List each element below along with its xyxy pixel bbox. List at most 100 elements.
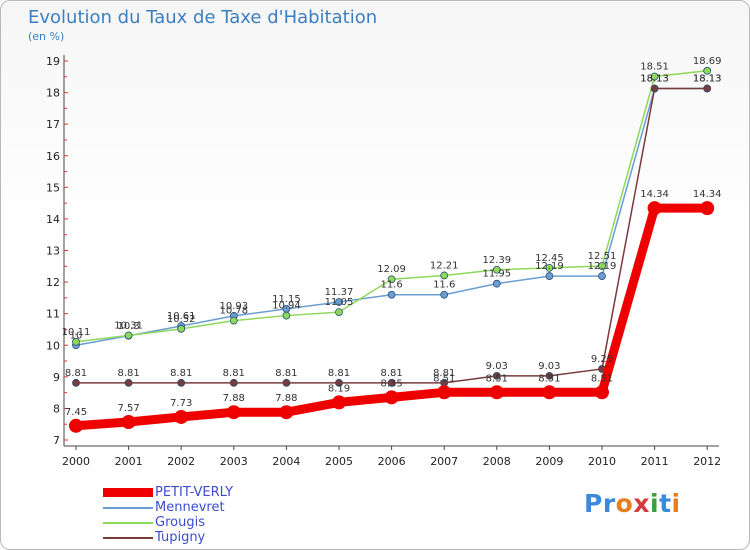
data-point-petit-verly — [595, 385, 609, 400]
data-label-grougis: 10.78 — [219, 306, 248, 317]
x-tick-label: 2001 — [115, 455, 143, 468]
y-tick-label: 16 — [46, 150, 60, 163]
data-label-mennevret: 12.19 — [535, 261, 564, 272]
data-label-petit-verly: 8.19 — [328, 383, 350, 394]
logo-letter: i — [650, 489, 660, 518]
y-tick-label: 19 — [46, 55, 60, 68]
legend-swatch-mennevret — [103, 506, 153, 509]
data-label-petit-verly: 7.45 — [65, 407, 87, 418]
legend-item-grougis: Grougis — [103, 515, 233, 530]
data-label-petit-verly: 7.73 — [170, 398, 192, 409]
data-labels-layer: 10 10.3 10.61 10.93 11.15 11.37 11.6 11.6 11.95 1… — [62, 56, 722, 418]
data-point-tupigny — [387, 378, 396, 387]
data-point-tupigny — [703, 84, 712, 93]
data-point-grougis — [282, 311, 291, 320]
series-tupigny — [72, 84, 712, 387]
data-point-grougis — [598, 262, 606, 270]
data-label-mennevret: 10.61 — [167, 311, 196, 322]
data-label-mennevret: 18.13 — [693, 73, 722, 84]
data-label-mennevret: 11.37 — [325, 287, 354, 298]
series-line-tupigny — [76, 87, 708, 384]
data-label-grougis: 10.52 — [167, 314, 196, 325]
y-tick-label: 9 — [53, 371, 60, 384]
y-tick-label: 7 — [53, 434, 60, 447]
data-label-grougis: 18.51 — [640, 61, 669, 72]
data-label-tupigny: 8.81 — [328, 368, 350, 379]
data-point-grougis — [650, 72, 659, 81]
y-tick-label: 10 — [46, 339, 60, 352]
x-tick-label: 2010 — [588, 455, 616, 468]
data-label-tupigny: 8.81 — [170, 368, 192, 379]
data-label-petit-verly: 7.57 — [117, 403, 139, 414]
y-tick-label: 17 — [46, 118, 60, 131]
data-point-tupigny — [124, 378, 133, 387]
data-label-grougis: 11.05 — [325, 297, 354, 308]
y-tick-label: 12 — [46, 276, 60, 289]
data-label-grougis: 12.45 — [535, 253, 564, 264]
x-tick-label: 2002 — [167, 455, 195, 468]
logo-letter: x — [633, 489, 650, 518]
data-point-tupigny — [492, 371, 501, 380]
data-label-grougis: 10.94 — [272, 301, 301, 312]
data-label-mennevret: 10.93 — [219, 301, 248, 312]
series-grougis — [72, 66, 712, 346]
data-point-grougis — [492, 265, 501, 274]
chart-title: Evolution du Taux de Taxe d'Habitation — [28, 7, 378, 28]
data-point-petit-verly — [226, 405, 241, 420]
legend-item-tupigny: Tupigny — [103, 530, 233, 545]
data-point-tupigny — [335, 378, 343, 387]
logo-letter: t — [659, 489, 672, 518]
x-tick-label: 2006 — [378, 455, 406, 468]
legend-label-tupigny: Tupigny — [155, 530, 206, 545]
y-tick-label: 13 — [46, 245, 60, 258]
data-point-petit-verly — [279, 405, 294, 420]
data-label-tupigny: 8.81 — [223, 368, 245, 379]
chart-subtitle: (en %) — [28, 30, 65, 43]
data-point-petit-verly — [542, 385, 557, 400]
data-point-grougis — [387, 275, 396, 284]
data-point-petit-verly — [332, 395, 346, 410]
data-label-petit-verly: 14.34 — [640, 189, 669, 200]
data-label-mennevret: 11.15 — [272, 294, 301, 305]
data-point-grougis — [335, 308, 343, 316]
x-tick-label: 2005 — [325, 455, 353, 468]
legend-label-grougis: Grougis — [155, 515, 205, 530]
data-point-tupigny — [282, 378, 291, 387]
data-point-tupigny — [177, 378, 186, 387]
x-tick-label: 2011 — [641, 455, 669, 468]
series-line-mennevret — [75, 87, 708, 346]
data-label-tupigny: 9.03 — [486, 361, 508, 372]
x-tick-label: 2004 — [272, 455, 300, 468]
data-point-mennevret — [335, 298, 343, 306]
chart-legend: PETIT-VERLY Mennevret Grougis Tupigny — [103, 485, 233, 545]
data-label-petit-verly: 8.51 — [433, 373, 455, 384]
data-point-petit-verly — [700, 201, 715, 216]
data-label-petit-verly: 7.88 — [275, 393, 297, 404]
y-tick-label: 18 — [46, 87, 60, 100]
data-point-mennevret — [545, 272, 554, 280]
data-point-mennevret — [492, 279, 501, 288]
data-point-grougis — [703, 66, 712, 75]
data-label-mennevret: 10.3 — [117, 321, 139, 332]
data-label-mennevret: 11.95 — [482, 269, 511, 280]
series-line-grougis — [75, 70, 708, 343]
data-label-petit-verly: 8.35 — [380, 378, 402, 389]
y-tick-label: 14 — [46, 213, 60, 226]
y-tick-label: 11 — [46, 308, 60, 321]
data-label-grougis: 12.51 — [588, 251, 617, 262]
logo-letter: o — [615, 489, 634, 518]
data-point-tupigny — [545, 371, 554, 380]
data-label-tupigny: 8.81 — [65, 368, 87, 379]
data-point-grougis — [72, 337, 80, 346]
data-label-mennevret: 12.19 — [588, 261, 617, 272]
data-label-tupigny: 9.25 — [591, 354, 613, 365]
data-label-petit-verly: 7.88 — [223, 393, 245, 404]
data-label-mennevret: 11.6 — [433, 280, 455, 291]
legend-label-petit-verly: PETIT-VERLY — [155, 485, 234, 500]
data-label-grougis: 18.69 — [693, 56, 722, 67]
data-point-petit-verly — [647, 201, 662, 216]
data-label-tupigny: 18.13 — [693, 73, 722, 84]
data-label-petit-verly: 14.34 — [693, 189, 722, 200]
data-label-tupigny: 8.81 — [117, 368, 139, 379]
chart-axes: 7 8 9 10 11 12 13 14 15 16 17 18 19 2000 2001 2002 2003 2… — [46, 55, 721, 468]
